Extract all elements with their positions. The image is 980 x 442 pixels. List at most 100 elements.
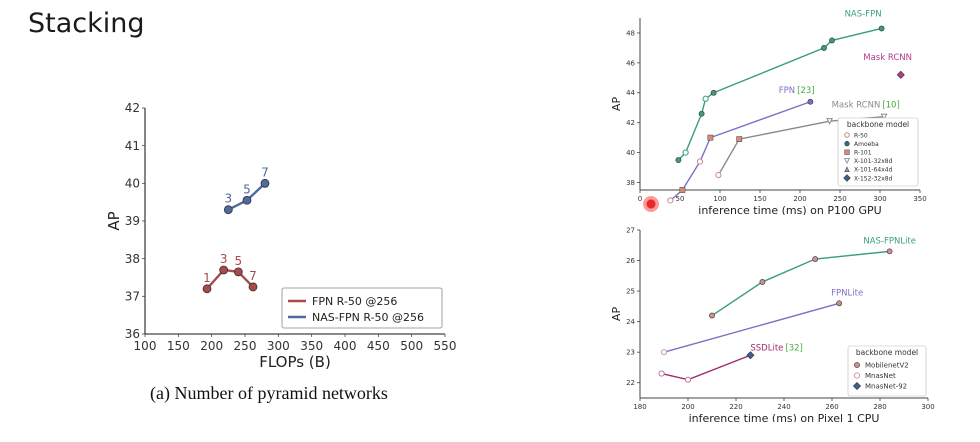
data-point: [821, 45, 827, 51]
citation-ref: [10]: [882, 101, 899, 111]
legend-label: FPN R-50 @256: [312, 295, 397, 308]
y-tick-label: 46: [626, 59, 635, 67]
series-label: SSDLite [32]: [750, 344, 802, 354]
x-tick-label: 260: [825, 403, 838, 411]
figure-caption: (a) Number of pyramid networks: [150, 383, 388, 403]
data-point: [896, 70, 905, 79]
legend-box: [847, 345, 927, 397]
series-line: [711, 250, 890, 317]
data-point: [709, 312, 715, 319]
legend-marker: [844, 141, 850, 147]
y-tick-label: 40: [125, 177, 140, 191]
data-point: [682, 149, 689, 156]
point-label: 3: [225, 192, 233, 206]
point-label: 1: [203, 271, 211, 285]
series-line: [661, 354, 751, 381]
x-tick-label: 350: [300, 339, 323, 353]
point-label: 5: [235, 254, 243, 268]
data-point: [260, 178, 270, 188]
series-label: Mask RCNN: [863, 53, 912, 63]
data-point: [812, 256, 819, 262]
data-point: [880, 113, 888, 121]
legend-label: R-101: [854, 150, 872, 157]
y-tick-label: 36: [125, 327, 140, 341]
cursor-highlight-icon: [643, 196, 659, 212]
legend-box: [281, 287, 443, 329]
point-label: 5: [243, 182, 251, 196]
data-point: [702, 95, 709, 102]
legend-label: MnasNet-92: [865, 383, 907, 391]
y-tick-label: 42: [125, 101, 140, 115]
data-point: [836, 300, 843, 307]
x-tick-label: 300: [873, 195, 886, 203]
y-tick-label: 25: [626, 288, 635, 296]
data-point: [242, 195, 252, 205]
series-label: NAS-FPN: [845, 10, 882, 20]
x-tick-label: 200: [793, 195, 806, 203]
y-tick-label: 23: [626, 349, 635, 357]
x-axis-label: inference time (ms) on Pixel 1 CPU: [689, 412, 880, 422]
y-tick-label: 39: [125, 214, 140, 228]
data-point: [710, 89, 717, 96]
x-tick-label: 350: [913, 195, 926, 203]
x-axis-label: inference time (ms) on P100 GPU: [698, 204, 881, 215]
x-tick-label: 300: [267, 339, 290, 353]
data-point: [746, 351, 755, 360]
chart-legend: FPN R-50 @256 NAS-FPN R-50 @256: [281, 287, 443, 329]
y-tick-label: 42: [626, 119, 635, 127]
y-tick-label: 27: [626, 226, 635, 234]
data-point: [675, 157, 682, 163]
legend-label: MobilenetV2: [865, 362, 909, 370]
y-axis-label: AP: [610, 307, 623, 322]
point-label: 7: [261, 165, 269, 179]
y-tick-label: 40: [626, 149, 635, 157]
data-point: [202, 284, 212, 294]
y-tick-label: 38: [125, 252, 140, 266]
x-axis-label: FLOPs (B): [259, 353, 331, 371]
y-axis-label: AP: [610, 97, 623, 112]
point-label: 3: [220, 252, 228, 266]
data-point: [886, 248, 893, 255]
data-point: [248, 282, 258, 292]
x-tick-label: 250: [833, 195, 846, 203]
legend-marker: [844, 149, 850, 155]
legend-marker: [853, 372, 861, 379]
x-tick-label: 50: [676, 195, 685, 203]
legend-label: NAS-FPN R-50 @256: [312, 311, 424, 324]
legend-label: X-101-64x4d: [854, 167, 893, 174]
series-label: Mask RCNN [10]: [832, 101, 900, 111]
series-label: NAS-FPNLite: [863, 237, 916, 247]
chart-pixel1-cpu: 180 200 220 240 260 280 300 22 23 24 25 26 27 inferen…: [610, 226, 935, 422]
legend-title: backbone model: [856, 348, 918, 357]
data-point: [878, 25, 885, 32]
legend-label: Amoeba: [854, 141, 879, 148]
y-tick-label: 37: [125, 290, 140, 304]
data-point: [219, 265, 229, 275]
y-tick-label: 41: [125, 139, 140, 153]
x-tick-label: 450: [367, 339, 390, 353]
x-tick-label: 100: [134, 339, 157, 353]
y-tick-label: 48: [626, 29, 635, 37]
legend-marker: [854, 362, 860, 368]
legend-label: X-152-32x8d: [854, 175, 893, 182]
data-point: [715, 171, 722, 179]
series-line: [663, 302, 840, 353]
legend-marker: [843, 174, 851, 182]
legend-label: X-101-32x8d: [854, 158, 893, 165]
legend-label: MnasNet: [865, 372, 896, 380]
data-point: [696, 158, 704, 165]
legend-marker: [844, 166, 850, 172]
x-tick-label: 550: [434, 339, 457, 353]
x-tick-label: 400: [334, 339, 357, 353]
data-point: [233, 267, 243, 277]
data-point: [660, 349, 668, 356]
data-point: [679, 187, 686, 193]
y-tick-label: 24: [626, 318, 635, 326]
data-point: [223, 205, 233, 215]
series-label: FPN [23]: [779, 86, 815, 96]
series-label: FPNLite: [831, 289, 863, 299]
data-point: [707, 134, 714, 141]
legend-marker: [843, 158, 851, 165]
x-tick-label: 280: [873, 403, 886, 411]
chart-p100-gpu: 0 50 100 150 200 250 300 350 38 40 42 44 46 48 inferen…: [610, 10, 927, 215]
